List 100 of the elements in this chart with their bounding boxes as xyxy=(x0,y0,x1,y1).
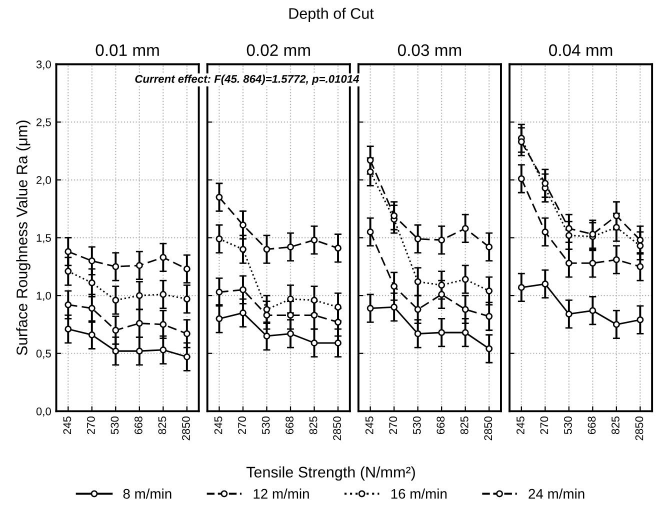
point xyxy=(636,316,644,324)
x-tick-label: 2850 xyxy=(182,416,190,440)
chart-title: 0.04 mm xyxy=(549,44,612,56)
point xyxy=(287,312,294,319)
legend-label: 16 m/min xyxy=(391,488,447,499)
point xyxy=(612,256,620,264)
point xyxy=(287,296,294,302)
point xyxy=(88,331,96,338)
x-tick-label: 668 xyxy=(588,416,596,434)
point xyxy=(414,278,422,286)
x-tick-label: 245 xyxy=(214,416,222,434)
point xyxy=(263,306,270,313)
point xyxy=(438,282,446,289)
point xyxy=(64,301,72,308)
point xyxy=(183,265,190,272)
point xyxy=(486,345,493,352)
point xyxy=(366,156,374,164)
point xyxy=(366,228,374,236)
point xyxy=(136,348,143,355)
point xyxy=(112,348,120,355)
point xyxy=(240,246,246,253)
x-tick-label: 270 xyxy=(389,416,398,434)
point xyxy=(636,263,644,270)
point xyxy=(565,260,572,267)
x-tick-label: 530 xyxy=(564,416,572,434)
point xyxy=(636,242,644,250)
point xyxy=(390,282,398,290)
point xyxy=(565,310,572,318)
point xyxy=(589,307,596,314)
point xyxy=(486,287,493,294)
point xyxy=(518,284,525,291)
point xyxy=(486,312,493,320)
point xyxy=(518,175,525,182)
point xyxy=(414,235,422,242)
point xyxy=(240,286,246,294)
y-tick-label: 3,0 xyxy=(36,60,51,70)
x-tick-label: 825 xyxy=(158,416,166,434)
point xyxy=(240,222,246,228)
point xyxy=(160,290,167,298)
point xyxy=(160,320,167,328)
point xyxy=(589,260,596,267)
chart-title: 0.03 mm xyxy=(398,44,462,56)
point xyxy=(542,280,549,288)
x-tick-label: 668 xyxy=(134,416,142,434)
point xyxy=(88,304,96,312)
point xyxy=(216,235,223,242)
chart-title: 0.02 mm xyxy=(246,44,310,56)
x-tick-label: 270 xyxy=(540,416,548,434)
point xyxy=(589,230,596,238)
x-tick-label: 2850 xyxy=(333,416,341,440)
y-tick-label: 2,0 xyxy=(36,176,51,186)
point xyxy=(310,312,318,319)
point xyxy=(462,329,469,336)
y-tick-label: 1,0 xyxy=(36,292,51,301)
point xyxy=(160,346,167,354)
y-tick-label: 0,5 xyxy=(36,350,51,359)
point xyxy=(310,296,318,304)
point xyxy=(414,306,422,313)
point xyxy=(64,268,72,275)
annotation: Current effect: F(45. 864)=1.5772, p=.01014 xyxy=(135,74,360,86)
point xyxy=(486,244,493,250)
point xyxy=(160,254,167,261)
x-tick-label: 825 xyxy=(612,416,620,434)
point xyxy=(542,180,549,187)
point xyxy=(216,194,223,201)
point xyxy=(64,326,72,333)
point xyxy=(183,296,190,302)
point xyxy=(438,290,446,298)
point xyxy=(462,276,469,283)
x-tick-label: 245 xyxy=(516,416,524,434)
point xyxy=(390,212,398,220)
point xyxy=(462,306,469,313)
point xyxy=(263,332,270,340)
point xyxy=(112,263,120,270)
point xyxy=(263,246,270,253)
point xyxy=(136,320,143,327)
point xyxy=(183,330,190,338)
x-tick-label: 270 xyxy=(238,416,246,434)
point xyxy=(612,320,620,328)
point xyxy=(334,339,342,346)
point xyxy=(112,296,120,304)
x-tick-label: 668 xyxy=(436,416,445,434)
point xyxy=(612,224,620,231)
point xyxy=(310,339,318,346)
point xyxy=(287,330,294,338)
point xyxy=(438,236,446,244)
point xyxy=(183,353,190,360)
point xyxy=(636,236,644,244)
point xyxy=(414,330,422,338)
y-tick-label: 2,5 xyxy=(36,118,51,128)
legend-label: 8 m/min xyxy=(123,488,172,499)
chart-subtitle: Depth of Cut xyxy=(289,8,374,22)
x-tick-label: 530 xyxy=(412,416,421,434)
point xyxy=(518,138,525,146)
y-tick-label: 1,5 xyxy=(36,234,51,244)
point xyxy=(438,329,446,336)
point xyxy=(542,228,549,236)
x-tick-label: 530 xyxy=(110,416,119,434)
x-tick-label: 530 xyxy=(262,416,270,434)
point xyxy=(240,309,246,316)
